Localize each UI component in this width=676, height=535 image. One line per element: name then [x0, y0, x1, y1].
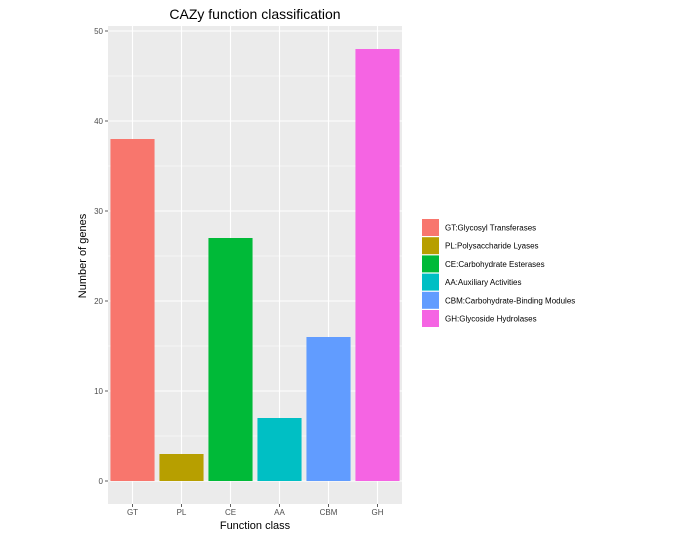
legend-label: AA:Auxiliary Activities	[445, 278, 521, 287]
y-tick-label: 20	[94, 297, 103, 306]
legend-key	[422, 237, 439, 255]
chart-title: CAZy function classification	[169, 6, 340, 22]
y-axis-ticks: 0 10 20 30 40 50	[94, 27, 108, 486]
x-tick-label: GH	[372, 508, 384, 517]
minor-gridlines	[108, 75, 402, 437]
bar-ce	[208, 238, 253, 481]
legend-key	[422, 273, 439, 291]
y-tick-label: 50	[94, 27, 103, 36]
legend-key	[422, 219, 439, 236]
legend-label: GH:Glycoside Hydrolases	[445, 315, 537, 324]
legend-label: GT:Glycosyl Transferases	[445, 224, 536, 233]
legend-label: CE:Carbohydrate Esterases	[445, 260, 545, 269]
y-tick-label: 10	[94, 387, 103, 396]
bar-pl	[159, 454, 204, 481]
x-tick-label: PL	[177, 508, 187, 517]
bar-gh	[355, 49, 400, 481]
bar-cbm	[306, 337, 351, 481]
legend-key	[422, 310, 439, 327]
legend-label: PL:Polysaccharide Lyases	[445, 242, 539, 251]
plot-panel	[108, 26, 402, 504]
y-tick-label: 30	[94, 207, 103, 216]
bar-aa	[257, 418, 302, 481]
legend-label: CBM:Carbohydrate-Binding Modules	[445, 296, 575, 305]
x-tick-label: AA	[274, 508, 285, 517]
x-tick-label: CBM	[320, 508, 338, 517]
y-tick-label: 0	[99, 477, 104, 486]
x-tick-label: GT	[127, 508, 138, 517]
y-tick-label: 40	[94, 117, 103, 126]
legend-key	[422, 255, 439, 273]
bars	[110, 49, 400, 481]
legend: GT:Glycosyl Transferases PL:Polysaccharid…	[422, 219, 575, 327]
x-tick-label: CE	[225, 508, 236, 517]
y-axis-label: Number of genes	[77, 213, 89, 298]
bar-gt	[110, 139, 155, 481]
x-axis-label: Function class	[220, 520, 291, 532]
x-axis-ticks: GT PL CE AA CBM GH	[127, 504, 384, 517]
legend-key	[422, 291, 439, 309]
